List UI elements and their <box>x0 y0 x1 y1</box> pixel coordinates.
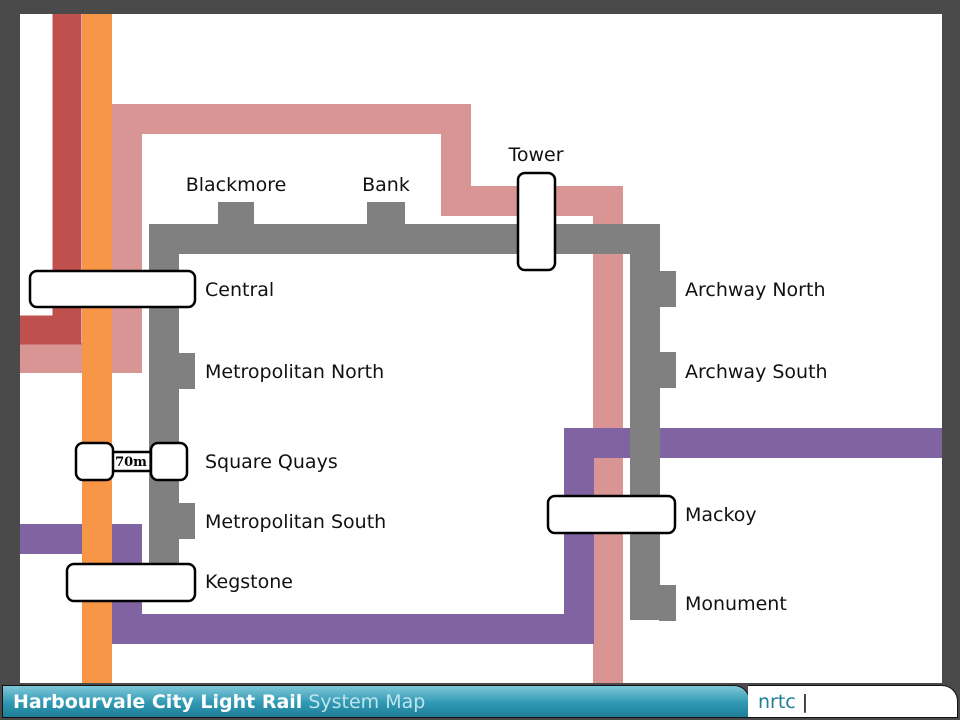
metropolitan-south-tick <box>178 503 195 539</box>
central-interchange[interactable] <box>28 269 197 309</box>
station-label-blackmore[interactable]: Blackmore <box>186 174 287 196</box>
footer-title-bar: Harbourvale City Light Rail System Map <box>2 685 750 718</box>
square-quays-west-interchange[interactable] <box>74 441 115 482</box>
station-label-square-quays[interactable]: Square Quays <box>205 451 338 473</box>
walking-distance-label: 70m <box>115 455 147 470</box>
station-label-bank[interactable]: Bank <box>362 174 410 196</box>
bank-tick <box>367 202 405 228</box>
pink-line <box>20 104 623 683</box>
interchanges <box>28 171 677 603</box>
monument-tick <box>659 585 676 621</box>
red-line <box>20 14 82 345</box>
red-line-route <box>20 14 82 345</box>
square-quays-east-interchange[interactable] <box>149 441 189 482</box>
station-label-monument[interactable]: Monument <box>685 593 787 615</box>
station-label-kegstone[interactable]: Kegstone <box>205 571 293 593</box>
metropolitan-north-tick <box>178 353 195 389</box>
station-label-metropolitan-south[interactable]: Metropolitan South <box>205 511 386 533</box>
kegstone-interchange[interactable] <box>65 562 197 603</box>
station-label-metropolitan-north[interactable]: Metropolitan North <box>205 361 384 383</box>
station-label-central[interactable]: Central <box>205 279 274 301</box>
map-title-text: Harbourvale City Light Rail <box>13 691 303 713</box>
map-title: Harbourvale City Light Rail System Map <box>13 691 425 713</box>
brand-name: nrtc <box>758 691 796 713</box>
station-label-archway-north[interactable]: Archway North <box>685 279 826 301</box>
brand-logo: nrtc | <box>758 691 808 713</box>
archway-north-tick <box>659 271 676 307</box>
station-label-archway-south[interactable]: Archway South <box>685 361 828 383</box>
station-label-tower[interactable]: Tower <box>507 144 563 166</box>
blackmore-tick <box>218 202 254 228</box>
map-subtitle: System Map <box>308 691 426 713</box>
footer-brand-box: nrtc | <box>748 685 958 718</box>
grey-station-ticks <box>178 202 676 621</box>
grey-line-route <box>149 224 660 620</box>
pink-line-route <box>20 104 623 683</box>
archway-south-tick <box>659 352 676 388</box>
tower-interchange[interactable] <box>516 171 557 272</box>
station-labels: Blackmore Bank Tower Central Metropolita… <box>186 144 828 615</box>
footer: Harbourvale City Light Rail System Map nr… <box>0 683 960 720</box>
station-label-mackoy[interactable]: Mackoy <box>685 504 757 526</box>
mackoy-interchange[interactable] <box>546 494 677 535</box>
brand-separator: | <box>801 691 809 713</box>
light-rail-map: 70m Blackmore Bank Tower Central Metropo… <box>20 14 942 683</box>
grey-line <box>149 224 660 620</box>
